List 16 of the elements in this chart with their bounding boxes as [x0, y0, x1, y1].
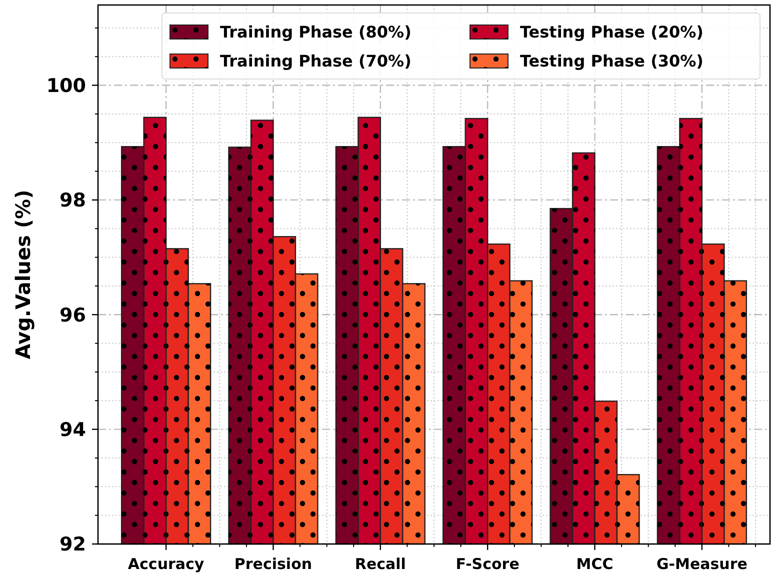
y-tick-label: 92 — [60, 534, 86, 556]
x-tick-label: Precision — [234, 555, 312, 573]
x-tick-label: G-Measure — [656, 555, 748, 573]
x-tick-label: F-Score — [456, 555, 520, 573]
x-tick-label: Recall — [354, 555, 406, 573]
legend-label: Training Phase (70%) — [220, 52, 412, 71]
y-tick-label: 100 — [46, 74, 86, 97]
y-tick-label: 98 — [60, 190, 86, 212]
x-tick-label: MCC — [576, 555, 614, 573]
x-tick-label: Accuracy — [128, 555, 204, 573]
legend-label: Testing Phase (20%) — [520, 22, 704, 42]
y-axis-title: Avg.Values (%) — [11, 190, 35, 360]
y-tick-label: 94 — [60, 418, 86, 441]
y-tick-label: 96 — [60, 304, 86, 326]
legend-label: Training Phase (80%) — [220, 22, 412, 42]
legend-label: Testing Phase (30%) — [520, 52, 704, 71]
